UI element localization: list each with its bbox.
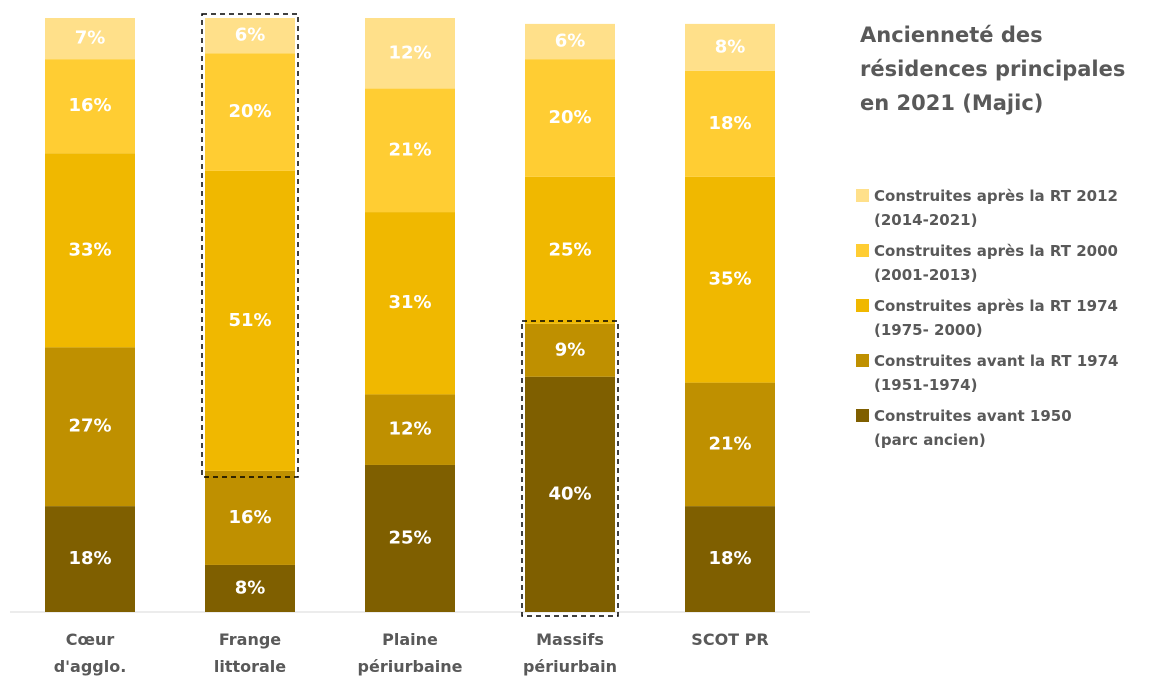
- bar-segment: [525, 23, 615, 60]
- data-label: 20%: [228, 101, 271, 122]
- bar-segment: [205, 53, 295, 171]
- data-label: 12%: [388, 42, 431, 63]
- chart: 18% 27% 33% 16% 7% 8% 16% 51% 20% 6% 25% 12% 31% 21% 1…: [10, 13, 810, 617]
- x-tick-label: SCOT PR: [691, 630, 769, 649]
- legend-label: Construites avant la RT 1974 (1951-1974): [874, 352, 1119, 394]
- bar-segment: [45, 347, 135, 507]
- x-tick-label: Massifs périurbain: [522, 630, 618, 676]
- bar-segment: [685, 23, 775, 71]
- data-label: 8%: [715, 36, 746, 57]
- bar-segment: [525, 59, 615, 177]
- bar-segment: [205, 564, 295, 612]
- legend-entry: Construites avant 1950 (parc ancien): [856, 404, 1072, 452]
- data-label: 25%: [388, 527, 431, 548]
- legend-swatch: [856, 189, 869, 202]
- data-label: 20%: [548, 107, 591, 128]
- bar-segment: [685, 506, 775, 612]
- data-label: 31%: [388, 292, 431, 313]
- chart-title: Ancienneté des résidences principales en…: [860, 23, 1126, 115]
- data-label: 40%: [548, 483, 591, 504]
- data-label: 27%: [68, 416, 111, 437]
- legend-entry: Construites avant la RT 1974 (1951-1974): [856, 349, 1118, 397]
- data-label: 51%: [228, 310, 271, 331]
- legend-swatch: [856, 299, 869, 312]
- x-tick-label: Plaine périurbaine: [357, 630, 463, 676]
- bar-segment: [365, 88, 455, 213]
- data-label: 16%: [68, 95, 111, 116]
- bar-segment: [685, 382, 775, 507]
- x-tick-label: Cœur d'agglo.: [53, 630, 127, 676]
- legend-label: Construites après la RT 2000 (2001-2013): [874, 242, 1118, 284]
- data-label: 35%: [708, 269, 751, 290]
- bar-segment: [525, 176, 615, 324]
- bar-segment: [685, 70, 775, 177]
- highlight-box: [521, 320, 619, 617]
- bar-segment: [45, 153, 135, 348]
- x-tick-label: Frange littorale: [213, 630, 287, 676]
- legend-label: Construites après la RT 1974 (1975- 2000…: [874, 297, 1118, 339]
- bar-segment: [365, 212, 455, 395]
- data-label: 9%: [555, 339, 586, 360]
- data-label: 18%: [708, 113, 751, 134]
- data-label: 7%: [75, 28, 106, 49]
- bar-segment: [205, 470, 295, 565]
- legend-swatch: [856, 409, 869, 422]
- bar-segment: [525, 323, 615, 377]
- data-label: 16%: [228, 507, 271, 528]
- legend-label: Construites avant 1950 (parc ancien): [874, 407, 1072, 449]
- highlight-box: [201, 13, 299, 478]
- data-label: 21%: [708, 433, 751, 454]
- bar-segment: [45, 18, 135, 60]
- bar-segment: [525, 376, 615, 612]
- data-label: 33%: [68, 239, 111, 260]
- data-label: 21%: [388, 139, 431, 160]
- legend-entry: Construites après la RT 1974 (1975- 2000…: [856, 294, 1118, 342]
- bar-segment: [365, 394, 455, 465]
- data-label: 25%: [548, 239, 591, 260]
- bar-segment: [45, 59, 135, 154]
- data-label: 12%: [388, 419, 431, 440]
- bar-segment: [365, 464, 455, 612]
- data-label: 6%: [235, 25, 266, 46]
- data-label: 18%: [708, 548, 751, 569]
- bar-segment: [205, 18, 295, 54]
- bar-segment: [205, 170, 295, 471]
- legend-entry: Construites après la RT 2000 (2001-2013): [856, 239, 1118, 287]
- data-label: 8%: [235, 577, 266, 598]
- bar-segment: [685, 176, 775, 383]
- bar-segment: [365, 18, 455, 89]
- legend-label: Construites après la RT 2012 (2014-2021): [874, 187, 1118, 229]
- legend-entry: Construites après la RT 2012 (2014-2021): [856, 184, 1118, 232]
- bar-segment: [45, 506, 135, 612]
- legend-swatch: [856, 244, 869, 257]
- data-label: 6%: [555, 31, 586, 52]
- data-label: 18%: [68, 548, 111, 569]
- legend-swatch: [856, 354, 869, 367]
